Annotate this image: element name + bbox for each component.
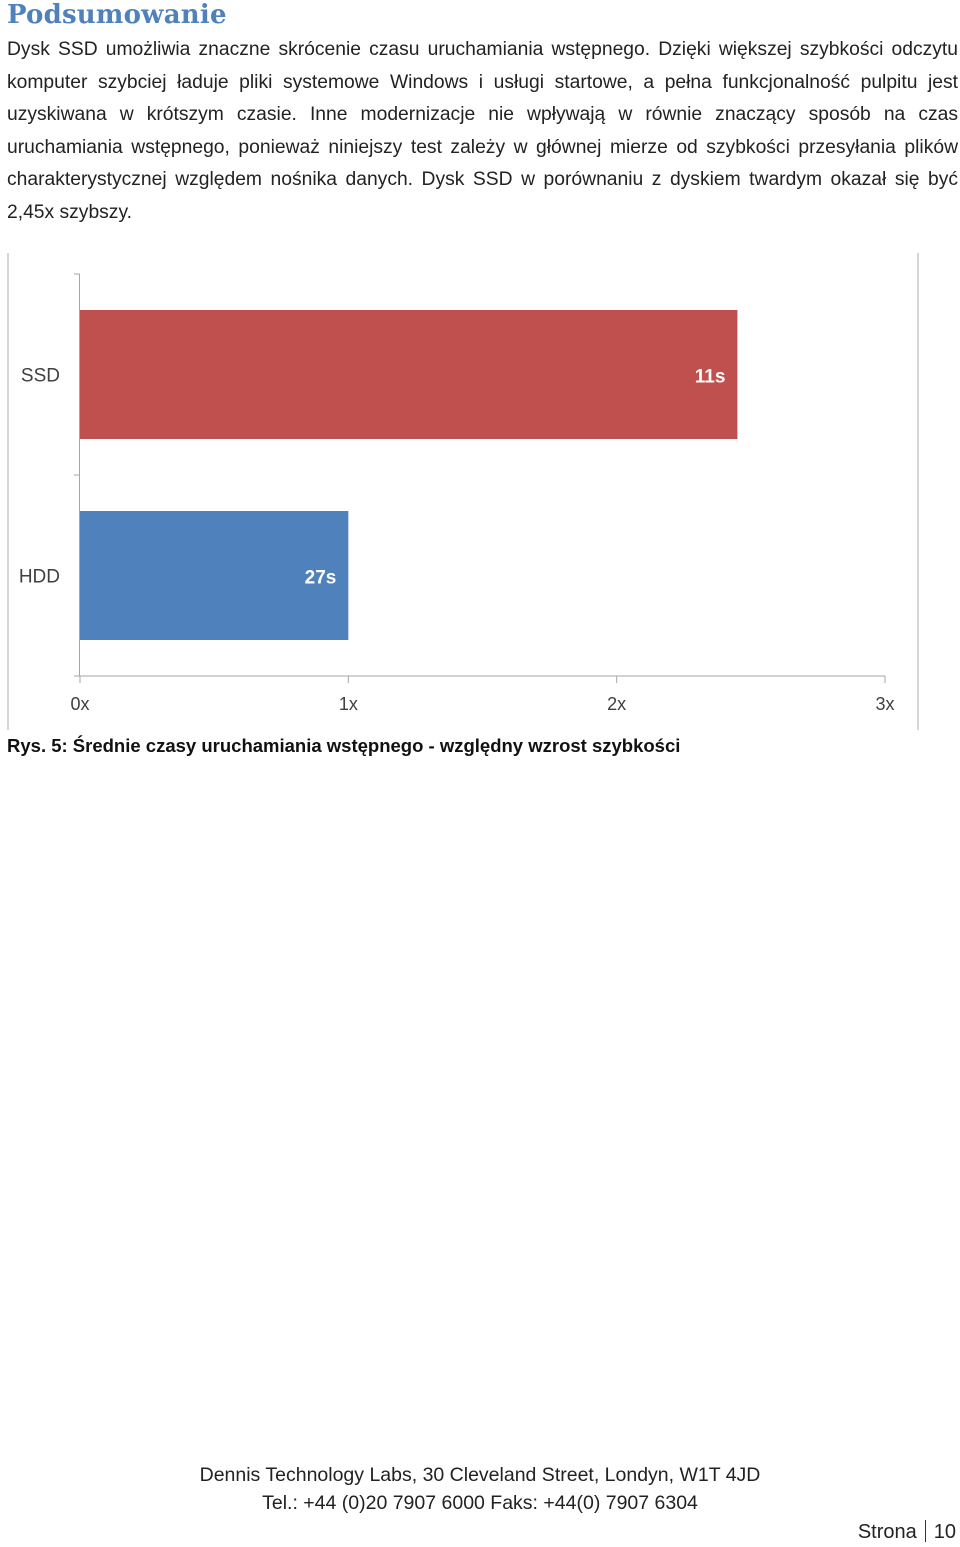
- summary-paragraph: Dysk SSD umożliwia znaczne skrócenie cza…: [7, 39, 958, 223]
- x-tick-label: 2x: [607, 694, 626, 714]
- page-number: Strona 10: [858, 1520, 956, 1544]
- category-label-hdd: HDD: [19, 567, 60, 588]
- section-heading: Podsumowanie: [7, 0, 227, 30]
- figure-caption: Rys. 5: Średnie czasy uruchamiania wstęp…: [7, 735, 681, 756]
- speed-chart: SSD 11s HDD 27s 0x 1x 2x 3x: [7, 253, 919, 730]
- category-label-ssd: SSD: [21, 366, 60, 387]
- data-label-ssd: 11s: [695, 367, 726, 388]
- x-tick-label: 1x: [339, 694, 358, 714]
- page-separator: [924, 1520, 926, 1542]
- data-label-hdd: 27s: [305, 568, 337, 589]
- page-number-value: 10: [933, 1521, 956, 1543]
- x-tick-label: 3x: [875, 694, 894, 714]
- footer-contact: Tel.: +44 (0)20 7907 6000 Faks: +44(0) 7…: [262, 1492, 698, 1514]
- bar-ssd: [80, 310, 738, 439]
- footer-address: Dennis Technology Labs, 30 Cleveland Str…: [199, 1464, 761, 1486]
- page-label: Strona: [857, 1521, 917, 1543]
- bar-hdd: [80, 511, 349, 640]
- x-tick-label: 0x: [70, 694, 89, 714]
